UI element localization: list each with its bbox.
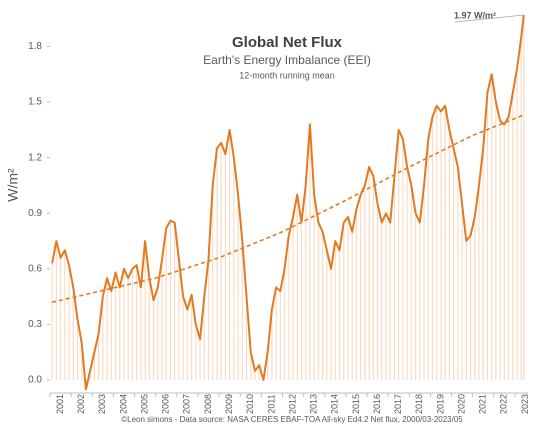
title-box (200, 29, 374, 83)
chart-title: Global Net Flux (232, 34, 343, 51)
x-tick-label: 2021 (478, 394, 488, 414)
y-tick-label: 0.9 (28, 208, 42, 219)
y-tick-label: 1.5 (28, 97, 42, 108)
annotation: 1.97 W/m² (454, 10, 496, 20)
x-tick-label: 2008 (203, 394, 213, 414)
x-tick-label: 2022 (499, 394, 509, 414)
trend-line (51, 114, 525, 303)
x-tick-label: 2010 (245, 394, 255, 414)
x-tick-label: 2020 (456, 394, 466, 414)
chart-subtitle: Earth's Energy Imbalance (EEI) (203, 53, 371, 67)
x-tick-label: 2015 (351, 394, 361, 414)
source-note: ©Leon simons - Data source: NASA CERES E… (121, 415, 463, 424)
x-tick-label: 2012 (287, 394, 297, 414)
x-tick-label: 2019 (435, 394, 445, 414)
x-tick-label: 2003 (97, 394, 107, 414)
y-tick-label: 0.3 (28, 319, 42, 330)
y-tick-label: 0.0 (28, 375, 42, 386)
y-tick-label: 1.8 (28, 41, 42, 52)
x-tick-label: 2011 (266, 394, 276, 413)
chart-note: 12-month running mean (239, 70, 335, 80)
x-tick-label: 2016 (372, 394, 382, 414)
x-tick-label: 2004 (118, 394, 128, 414)
x-tick-label: 2002 (76, 394, 86, 414)
y-axis-label: W/m² (5, 168, 21, 202)
plot-area: 0.0 0.3 0.6 0.9 1.2 1.5 1.8 2001 2002 2003 2004 200… (28, 14, 530, 414)
x-tick-label: 2018 (414, 394, 424, 414)
x-tick-label: 2014 (330, 394, 340, 414)
x-tick-label: 2001 (55, 394, 65, 414)
annotation-leader (454, 14, 524, 23)
y-tick-label: 0.6 (28, 263, 42, 274)
x-tick-label: 2006 (161, 394, 171, 414)
x-tick-label: 2017 (393, 394, 403, 414)
x-tick-label: 2005 (139, 394, 149, 414)
x-tick-label: 2023 (520, 394, 530, 414)
data-line (51, 14, 525, 391)
x-tick-label: 2009 (224, 394, 234, 414)
x-tick-label: 2007 (182, 394, 192, 414)
x-tick-label: 2013 (309, 394, 319, 414)
y-tick-label: 1.2 (28, 152, 42, 163)
